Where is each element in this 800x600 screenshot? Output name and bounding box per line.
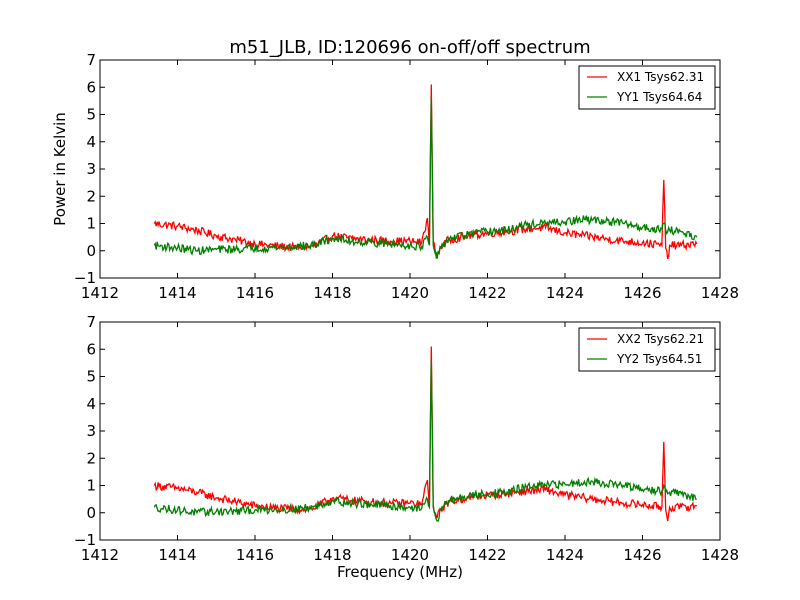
legend: XX1 Tsys62.31 YY1 Tsys64.64 [578, 65, 716, 110]
y-tick-label: −1 [74, 269, 96, 287]
y-tick-label: 6 [86, 78, 96, 96]
y-tick-label: 4 [86, 133, 96, 151]
y-tick-label: 5 [86, 368, 96, 386]
series-line-xx2 [153, 346, 698, 522]
series-line-yy2 [153, 360, 697, 522]
y-tick-label: 7 [86, 313, 96, 331]
x-tick-label: 1418 [313, 546, 351, 564]
x-tick-label: 1416 [236, 284, 274, 302]
x-tick-label: 1422 [468, 546, 506, 564]
legend-box [578, 327, 716, 372]
y-tick-label: 4 [86, 395, 96, 413]
x-tick-label: 1424 [546, 284, 584, 302]
legend: XX2 Tsys62.21 YY2 Tsys64.51 [578, 327, 716, 372]
y-tick-label: 7 [86, 51, 96, 69]
legend-box [578, 65, 716, 110]
y-tick-label: −1 [74, 531, 96, 549]
x-tick-label: 1426 [623, 284, 661, 302]
x-tick-label: 1416 [236, 546, 274, 564]
x-tick-label: 1428 [701, 284, 739, 302]
x-tick-label: 1424 [546, 546, 584, 564]
y-tick-label: 6 [86, 340, 96, 358]
figure-title: m51_JLB, ID:120696 on-off/off spectrum [229, 37, 590, 58]
x-tick-label: 1426 [623, 546, 661, 564]
y-axis-label: Power in Kelvin [51, 112, 69, 226]
y-tick-label: 1 [86, 215, 96, 233]
y-tick-label: 2 [86, 449, 96, 467]
x-tick-label: 1420 [391, 284, 429, 302]
x-tick-label: 1422 [468, 284, 506, 302]
y-tick-label: 1 [86, 477, 96, 495]
series-line-xx1 [153, 84, 698, 260]
x-axis-label: Frequency (MHz) [337, 563, 463, 581]
y-tick-label: 3 [86, 160, 96, 178]
x-tick-label: 1414 [158, 284, 196, 302]
x-tick-label: 1414 [158, 546, 196, 564]
y-tick-label: 2 [86, 187, 96, 205]
x-tick-label: 1412 [81, 284, 119, 302]
x-tick-label: 1428 [701, 546, 739, 564]
x-tick-label: 1412 [81, 546, 119, 564]
legend-label: XX2 Tsys62.21 [617, 332, 704, 346]
bottom-spectrum-plot: 1412 1414 1416 1418 1420 1422 1424 1426 1428−101… [74, 313, 739, 581]
y-tick-label: 5 [86, 106, 96, 124]
x-tick-label: 1420 [391, 546, 429, 564]
top-spectrum-plot: 1412 1414 1416 1418 1420 1422 1424 1426 1428−101… [51, 51, 739, 302]
y-tick-label: 0 [86, 504, 96, 522]
series-line-yy1 [153, 98, 698, 260]
legend-label: XX1 Tsys62.31 [617, 70, 704, 84]
legend-label: YY1 Tsys64.64 [616, 90, 702, 104]
legend-label: YY2 Tsys64.51 [616, 352, 702, 366]
y-tick-label: 0 [86, 242, 96, 260]
x-tick-label: 1418 [313, 284, 351, 302]
y-tick-label: 3 [86, 422, 96, 440]
